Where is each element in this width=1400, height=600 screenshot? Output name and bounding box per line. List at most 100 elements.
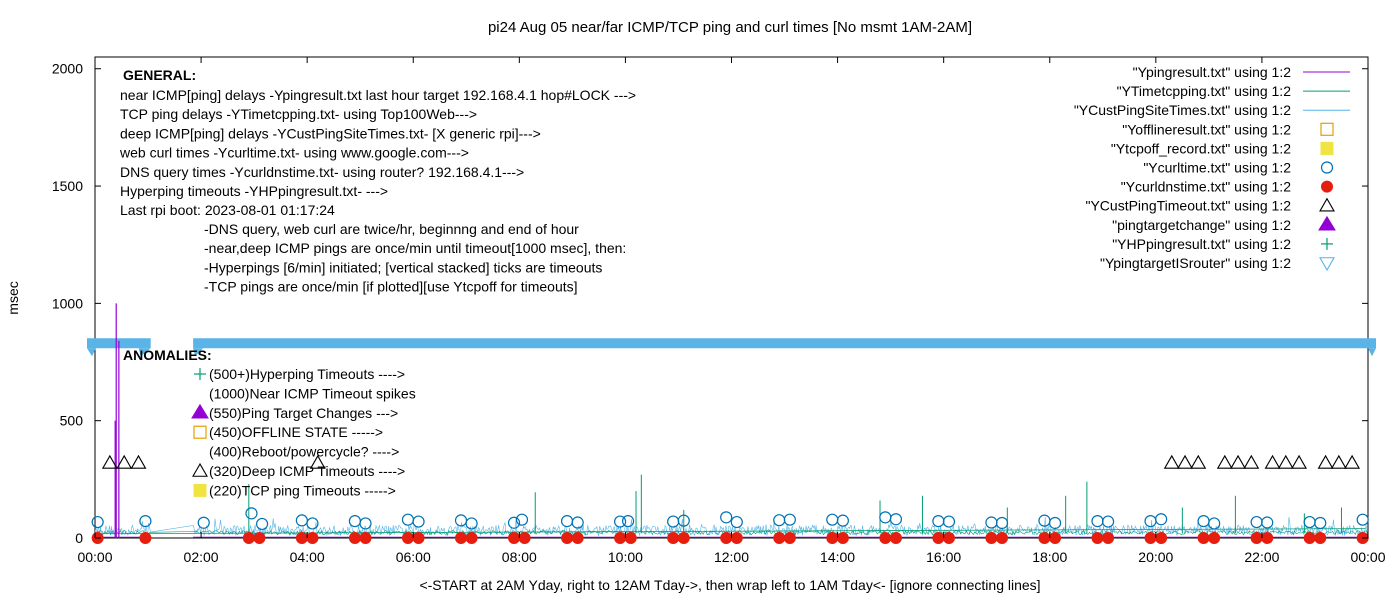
dns-point [667,532,680,544]
legend-marker [1318,215,1336,231]
anomalies-heading: ANOMALIES: [123,347,212,363]
anomalies-notes: ANOMALIES: (500+)Hyperping Timeouts ---->… [123,347,416,498]
deep-icmp-timeout [1190,454,1207,469]
dns-point [730,532,743,544]
legend-label: "YCustPingSiteTimes.txt" using 1:2 [1074,102,1291,118]
dns-point [1208,532,1221,544]
anomaly-line: (550)Ping Target Changes ---> [209,405,398,421]
dns-point [1155,532,1168,544]
legend-marker [1320,161,1334,174]
curl-point [1314,516,1327,530]
deep-icmp-timeout [1216,454,1233,469]
curl-point [348,515,362,528]
dns-point [1038,532,1051,544]
dns-point [826,532,839,544]
dns-point [508,532,521,544]
dns-point [624,532,637,544]
timeout-band-tick [138,348,151,357]
legend-label: "Ytcpoff_record.txt" using 1:2 [1111,140,1291,156]
curl-point [720,511,733,524]
general-line: TCP ping delays -YTimetcpping.txt- using… [120,106,477,122]
dns-point [1261,532,1274,544]
dns-point [889,532,902,544]
x-tick-label: 00:00 [1350,549,1385,565]
x-tick-label: 14:00 [820,549,855,565]
curl-point [667,515,680,528]
dns-point [773,532,786,544]
dns-point [571,532,584,544]
curl-point [1101,515,1115,528]
dns-point [139,532,152,544]
dns-point [996,532,1009,544]
curl-point [1048,516,1062,530]
anomaly-line: (400)Reboot/powercycle? ----> [209,444,399,460]
curl-point [1197,515,1210,528]
x-tick-label: 04:00 [290,549,325,565]
deep-icmp-timeout [1277,454,1294,469]
chart-title: pi24 Aug 05 near/far ICMP/TCP ping and c… [488,19,972,36]
general-line: DNS query times -Ycurldnstime.txt- using… [120,164,524,180]
dns-point [242,532,255,544]
deep-icmp-timeout [1163,454,1180,469]
x-tick-label: 18:00 [1032,549,1067,565]
curl-point [197,516,210,529]
tcp-connecting-line [97,528,1366,535]
curl-point [889,513,903,526]
legend: "Ypingresult.txt" using 1:2 "YTimetcpping… [1074,64,1350,272]
y-axis-label: msec [5,281,21,314]
anomaly-line: (450)OFFLINE STATE -----> [209,424,383,440]
x-axis-label: <-START at 2AM Yday, right to 12AM Tday-… [419,577,1040,593]
curl-point [826,513,839,526]
dns-point [720,532,733,544]
timeout-band [193,338,1377,349]
dns-point [518,532,531,544]
x-tick-label: 02:00 [184,549,219,565]
deep-icmp-timeout [1317,454,1334,469]
curl-point [773,514,786,527]
curl-point [306,517,319,530]
deep-icmp-timeout [1243,454,1260,469]
legend-marker [1319,197,1335,212]
dns-point [783,532,796,544]
dns-point [1091,532,1104,544]
x-tick-label: 20:00 [1138,549,1173,565]
dns-point [1102,532,1115,544]
curl-point [1144,515,1157,528]
anomaly-line: (320)Deep ICMP Timeouts ----> [209,463,405,479]
deep-icmp-timeout [309,454,326,469]
deep-icmp-timeout [1264,454,1281,469]
dns-point [359,532,372,544]
curl-point [515,513,529,526]
x-tick-label: 22:00 [1244,549,1279,565]
dns-point [932,532,945,544]
x-tick-label: 16:00 [926,549,961,565]
dns-point [454,532,467,544]
curl-point [1250,515,1263,529]
anomaly-line: (500+)Hyperping Timeouts ----> [209,366,405,382]
curl-point [401,513,415,526]
general-line: web curl times -Ycurltime.txt- using www… [119,145,469,161]
deep-icmp-timeout [130,454,147,469]
anomaly-marker [193,483,207,497]
curl-point [1091,515,1104,528]
curl-point [255,517,269,531]
legend-label: "Ypingresult.txt" using 1:2 [1133,64,1292,80]
legend-marker [1319,257,1335,272]
hyperping-timeout-band [87,338,1377,357]
general-line: Hyperping timeouts -YHPpingresult.txt- -… [120,183,388,199]
dns-point [677,532,690,544]
x-tick-label: 00:00 [77,549,112,565]
curl-point [465,517,478,530]
general-line: deep ICMP[ping] delays -YCustPingSiteTim… [120,125,541,141]
deep-icmp-timeout [1330,454,1347,469]
marker-layer [91,454,1369,544]
curl-point [1261,516,1274,529]
general-line: near ICMP[ping] delays -Ypingresult.txt … [120,87,636,103]
curl-point [614,515,627,528]
anomaly-line: (220)TCP ping Timeouts -----> [209,482,396,498]
curl-point [359,517,372,530]
dns-point [879,532,892,544]
curl-point [1303,515,1316,529]
general-line: Last rpi boot: 2023-08-01 01:17:24 [120,202,335,218]
